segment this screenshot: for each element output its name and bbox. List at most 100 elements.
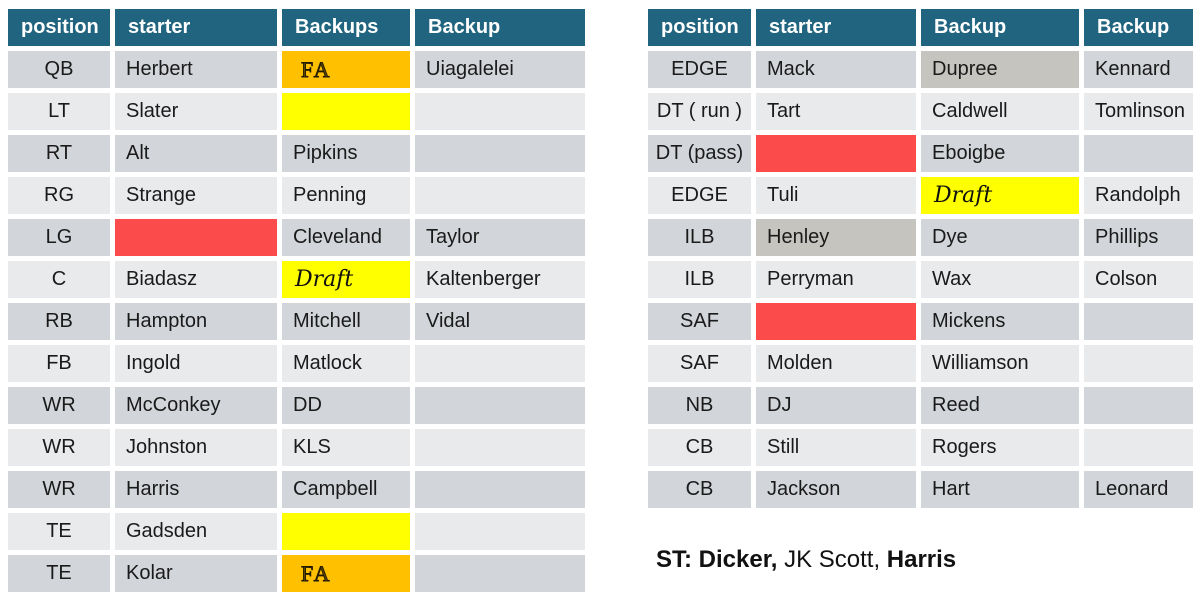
special-teams-note-segment: JK Scott, [777, 546, 887, 573]
player-cell: Biadasz [115, 261, 277, 298]
position-cell: ILB [648, 219, 751, 256]
position-cell: WR [8, 387, 110, 424]
player-cell: Vidal [415, 303, 585, 340]
player-cell: Eboigbe [921, 135, 1079, 172]
player-cell: Draft [921, 177, 1079, 214]
player-cell [415, 93, 585, 130]
player-cell [115, 219, 277, 256]
player-cell: Leonard [1084, 471, 1193, 508]
table-row: LG Cleveland Taylor [8, 219, 585, 256]
player-cell: Tomlinson [1084, 93, 1193, 130]
table-row: WR Johnston KLS [8, 429, 585, 466]
player-cell: Ingold [115, 345, 277, 382]
player-cell: Rogers [921, 429, 1079, 466]
position-cell: DT (pass) [648, 135, 751, 172]
table-row: ILB Perryman Wax Colson [648, 261, 1193, 298]
player-cell: Slater [115, 93, 277, 130]
player-cell: Pipkins [282, 135, 410, 172]
player-cell [415, 135, 585, 172]
position-cell: SAF [648, 303, 751, 340]
special-teams-note: ST: Dicker, JK Scott, Harris [656, 546, 956, 574]
player-cell [415, 177, 585, 214]
player-cell: Kaltenberger [415, 261, 585, 298]
player-cell: Draft [282, 261, 410, 298]
table-row: FB Ingold Matlock [8, 345, 585, 382]
player-cell: Tuli [756, 177, 916, 214]
player-cell: Campbell [282, 471, 410, 508]
player-cell: Reed [921, 387, 1079, 424]
position-cell: QB [8, 51, 110, 88]
player-cell: Henley [756, 219, 916, 256]
table-row: WR McConkey DD [8, 387, 585, 424]
position-cell: TE [8, 555, 110, 592]
player-cell: Kolar [115, 555, 277, 592]
player-cell: Taylor [415, 219, 585, 256]
player-cell: Caldwell [921, 93, 1079, 130]
player-cell: Penning [282, 177, 410, 214]
player-cell [282, 513, 410, 550]
player-cell: KLS [282, 429, 410, 466]
player-cell [415, 429, 585, 466]
player-cell [1084, 345, 1193, 382]
player-cell [415, 387, 585, 424]
player-cell: Phillips [1084, 219, 1193, 256]
player-cell: FA [282, 555, 410, 592]
table-row: DT (pass) Eboigbe [648, 135, 1193, 172]
player-cell: Strange [115, 177, 277, 214]
special-teams-note-segment: Harris [886, 546, 957, 573]
position-cell: WR [8, 429, 110, 466]
player-cell: Mickens [921, 303, 1079, 340]
position-cell: RG [8, 177, 110, 214]
player-cell [282, 93, 410, 130]
special-teams-note-segment: ST: Dicker, [656, 546, 778, 573]
player-cell: Molden [756, 345, 916, 382]
header-row: position starter Backup Backup [648, 9, 1193, 46]
player-cell: Harris [115, 471, 277, 508]
player-cell [1084, 387, 1193, 424]
column-header: starter [115, 9, 277, 46]
player-cell: Hart [921, 471, 1079, 508]
position-cell: C [8, 261, 110, 298]
table-row: C Biadasz Draft Kaltenberger [8, 261, 585, 298]
table-row: RB Hampton Mitchell Vidal [8, 303, 585, 340]
position-cell: WR [8, 471, 110, 508]
column-header: Backup [415, 9, 585, 46]
column-header: Backup [1084, 9, 1193, 46]
header-row: position starter Backups Backup [8, 9, 585, 46]
player-cell: Johnston [115, 429, 277, 466]
player-cell: McConkey [115, 387, 277, 424]
player-cell: Herbert [115, 51, 277, 88]
table-row: SAF Mickens [648, 303, 1193, 340]
defense-depth-table: position starter Backup Backup EDGE Mack Dupre… [643, 4, 1198, 513]
player-cell: Hampton [115, 303, 277, 340]
position-cell: NB [648, 387, 751, 424]
position-cell: RB [8, 303, 110, 340]
position-cell: FB [8, 345, 110, 382]
player-cell: Alt [115, 135, 277, 172]
table-row: RT Alt Pipkins [8, 135, 585, 172]
table-row: ILB Henley Dye Phillips [648, 219, 1193, 256]
table-row: WR Harris Campbell [8, 471, 585, 508]
table-row: RG Strange Penning [8, 177, 585, 214]
player-cell: Randolph [1084, 177, 1193, 214]
player-cell: Colson [1084, 261, 1193, 298]
table-row: CB Jackson Hart Leonard [648, 471, 1193, 508]
player-cell: Uiagalelei [415, 51, 585, 88]
player-cell: DJ [756, 387, 916, 424]
table-row: EDGE Mack Dupree Kennard [648, 51, 1193, 88]
player-cell: Perryman [756, 261, 916, 298]
player-cell [415, 471, 585, 508]
column-header: starter [756, 9, 916, 46]
player-cell [1084, 429, 1193, 466]
position-cell: CB [648, 471, 751, 508]
column-header: Backups [282, 9, 410, 46]
position-cell: EDGE [648, 177, 751, 214]
position-cell: LG [8, 219, 110, 256]
position-cell: TE [8, 513, 110, 550]
position-cell: EDGE [648, 51, 751, 88]
player-cell [1084, 303, 1193, 340]
position-cell: RT [8, 135, 110, 172]
player-cell [756, 135, 916, 172]
player-cell: DD [282, 387, 410, 424]
